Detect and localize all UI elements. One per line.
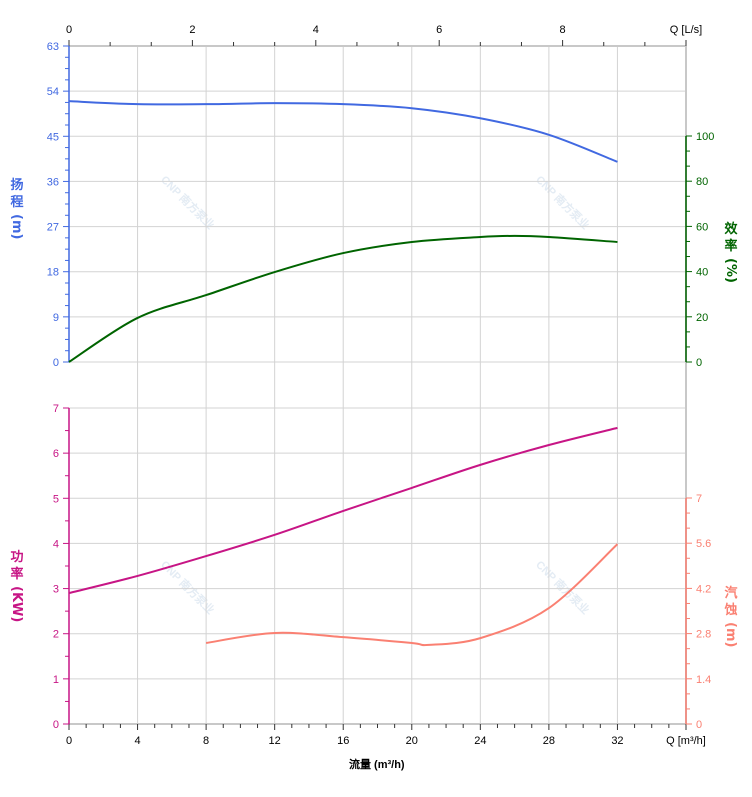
x2-tick-label: 4: [313, 24, 319, 36]
x-tick-label: 28: [543, 735, 555, 747]
npsh-curve: [205, 543, 619, 647]
efficiency-axis-title-unit: (%): [723, 258, 738, 283]
x-tick-label: 0: [66, 735, 72, 747]
head-tick-label: 9: [53, 312, 59, 324]
head-axis-title-char: 扬: [10, 177, 23, 193]
head-tick-label: 18: [47, 267, 59, 279]
power-tick-label: 1: [53, 674, 59, 686]
x2-tick-label: 2: [189, 24, 195, 36]
x2-tick-label: 0: [66, 24, 72, 36]
watermark: CNP 南方泵业: [158, 557, 217, 616]
head-curve: [68, 100, 618, 163]
power-tick-label: 4: [53, 538, 59, 550]
power-tick-label: 0: [53, 719, 59, 731]
head-tick-label: 0: [53, 357, 59, 369]
x-tick-label: 8: [203, 735, 209, 747]
x2-unit-label: Q [L/s]: [670, 24, 702, 36]
power-axis-title-char: 功: [10, 550, 23, 565]
head-axis-title-unit: (m): [9, 214, 24, 239]
npsh-tick-label: 1.4: [696, 674, 711, 686]
npsh-tick-label: 4.2: [696, 583, 711, 595]
npsh-axis-title-char: 汽: [724, 585, 737, 601]
npsh-axis-title-char: 蚀: [723, 602, 737, 618]
npsh-tick-label: 0: [696, 719, 702, 731]
npsh-tick-label: 2.8: [696, 629, 711, 641]
power-tick-label: 2: [53, 629, 59, 641]
head-tick-label: 63: [47, 41, 59, 53]
efficiency-tick-label: 60: [696, 221, 708, 233]
head-tick-label: 36: [47, 176, 59, 188]
head-tick-label: 54: [47, 86, 59, 98]
npsh-axis-title-unit: (m): [723, 622, 738, 647]
efficiency-axis-title-char: 率: [724, 238, 737, 254]
power-tick-label: 5: [53, 493, 59, 505]
watermark: CNP 南方泵业: [533, 557, 592, 616]
efficiency-curve: [68, 234, 618, 363]
x-tick-label: 32: [611, 735, 623, 747]
efficiency-tick-label: 40: [696, 267, 708, 279]
head-tick-label: 27: [47, 222, 59, 234]
head-axis-title-char: 程: [10, 195, 23, 210]
x-axis-title: 流量 (m³/h): [349, 757, 405, 771]
x-tick-label: 16: [337, 735, 349, 747]
efficiency-tick-label: 80: [696, 176, 708, 188]
power-axis-title-char: 率: [10, 566, 23, 582]
x-unit-label: Q [m³/h]: [666, 735, 706, 747]
x-tick-label: 4: [134, 735, 140, 747]
efficiency-tick-label: 20: [696, 312, 708, 324]
head-tick-label: 45: [47, 131, 59, 143]
power-tick-label: 3: [53, 584, 59, 596]
npsh-tick-label: 5.6: [696, 538, 711, 550]
power-curve: [68, 426, 618, 595]
power-axis-title-unit: (KW): [9, 586, 24, 622]
x2-tick-label: 8: [560, 24, 566, 36]
x-tick-label: 24: [474, 735, 486, 747]
x-tick-label: 20: [406, 735, 418, 747]
power-tick-label: 6: [53, 448, 59, 460]
efficiency-axis-title-char: 效: [724, 221, 738, 237]
power-tick-label: 7: [53, 403, 59, 415]
efficiency-tick-label: 100: [696, 131, 714, 143]
x2-tick-label: 6: [436, 24, 442, 36]
x-tick-label: 12: [269, 735, 281, 747]
npsh-tick-label: 7: [696, 493, 702, 505]
efficiency-tick-label: 0: [696, 357, 702, 369]
